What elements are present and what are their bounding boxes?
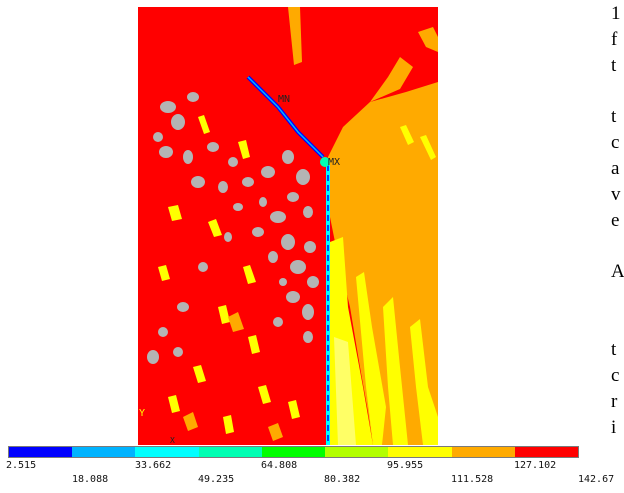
side-letter: r — [611, 391, 618, 412]
max-marker-label: MX — [328, 157, 341, 168]
side-letter: i — [611, 417, 617, 438]
side-letter: t — [611, 106, 617, 127]
crack-diagonal-inner — [247, 76, 324, 158]
orange-slivers — [183, 312, 283, 441]
contour-plot-svg — [138, 7, 438, 445]
legend-swatch-7 — [451, 447, 515, 457]
legend-label: 80.382 — [324, 474, 361, 485]
axis-y-label: Y — [139, 408, 146, 419]
crack-junction — [320, 157, 330, 167]
legend-swatch-2 — [135, 447, 199, 457]
region-orange — [328, 82, 438, 445]
color-legend-bar — [8, 446, 579, 458]
region-yellow — [356, 272, 386, 445]
side-letter: 1 — [611, 3, 621, 24]
yellow-speck — [400, 125, 414, 145]
legend-label: 64.808 — [261, 460, 298, 471]
legend-swatch-6 — [388, 447, 452, 457]
side-letter: A — [611, 261, 624, 282]
legend-swatch-1 — [72, 447, 136, 457]
contour-plot: MN MX Y X — [138, 7, 438, 445]
gray-pores — [147, 92, 319, 364]
legend-label: 18.088 — [72, 474, 109, 485]
legend-swatch-0 — [9, 447, 73, 457]
legend-swatch-4 — [261, 447, 326, 457]
side-letter: f — [611, 29, 618, 50]
min-marker-label: MN — [278, 94, 291, 105]
side-letter: e — [611, 210, 620, 231]
legend-swatch-5 — [325, 447, 389, 457]
legend-label: 2.515 — [6, 460, 37, 471]
legend-label: 33.662 — [135, 460, 172, 471]
orange-streak — [288, 7, 302, 65]
yellow-speck — [420, 135, 436, 160]
axis-x-label: X — [170, 436, 175, 445]
legend-swatch-3 — [198, 447, 262, 457]
side-letter: a — [611, 158, 620, 179]
region-yellow — [383, 297, 408, 445]
legend-label: 95.955 — [387, 460, 424, 471]
legend-swatch-8 — [514, 447, 578, 457]
side-letter: t — [611, 339, 617, 360]
side-letter: t — [611, 55, 617, 76]
region-light-yellow — [334, 337, 356, 445]
region-yellow — [410, 319, 438, 445]
legend-label: 142.67 — [578, 474, 615, 485]
side-letter: c — [611, 132, 620, 153]
legend-label: 111.528 — [451, 474, 494, 485]
legend-label: 127.102 — [514, 460, 557, 471]
orange-streak — [370, 57, 413, 102]
side-letter: c — [611, 365, 620, 386]
yellow-slivers — [158, 115, 300, 434]
orange-streak — [418, 27, 438, 52]
legend-label: 49.235 — [198, 474, 235, 485]
side-letter: v — [611, 184, 621, 205]
